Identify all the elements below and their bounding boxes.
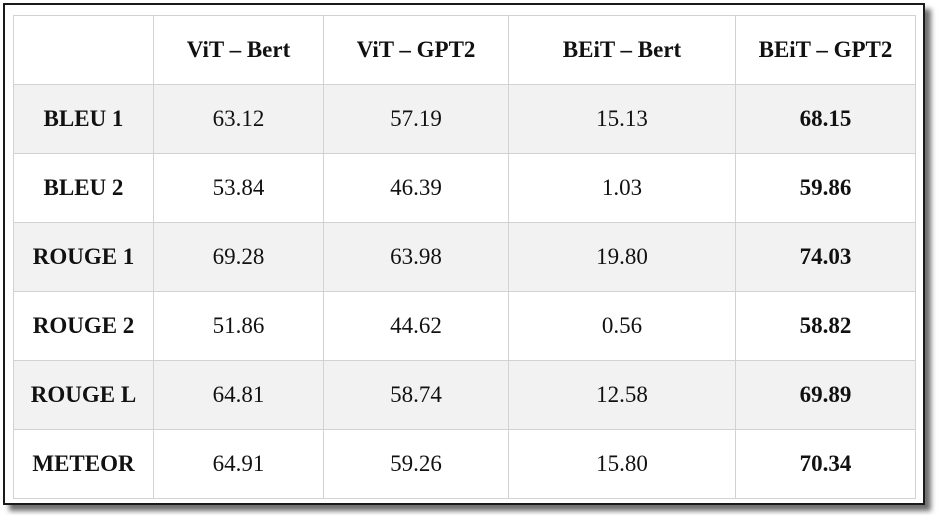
row-label: ROUGE 1 (13, 222, 154, 292)
table-cell: 12.58 (508, 360, 736, 430)
best-score-cell: 70.34 (735, 429, 916, 499)
results-table: ViT – Bert ViT – GPT2 BEiT – Bert BEiT –… (13, 15, 916, 499)
table-cell: 69.28 (153, 222, 324, 292)
row-label: BLEU 2 (13, 153, 154, 223)
column-header-beit-gpt2: BEiT – GPT2 (735, 15, 916, 85)
table-container: ViT – Bert ViT – GPT2 BEiT – Bert BEiT –… (13, 15, 916, 499)
column-header-beit-bert: BEiT – Bert (508, 15, 736, 85)
table-cell: 15.80 (508, 429, 736, 499)
table-cell: 15.13 (508, 84, 736, 154)
table-cell: 53.84 (153, 153, 324, 223)
corner-cell (13, 15, 154, 85)
row-label: BLEU 1 (13, 84, 154, 154)
best-score-cell: 74.03 (735, 222, 916, 292)
table-cell: 1.03 (508, 153, 736, 223)
table-row: METEOR 64.91 59.26 15.80 70.34 (13, 429, 916, 499)
table-cell: 64.91 (153, 429, 324, 499)
best-score-cell: 58.82 (735, 291, 916, 361)
table-cell: 51.86 (153, 291, 324, 361)
table-row: ROUGE L 64.81 58.74 12.58 69.89 (13, 360, 916, 430)
table-cell: 44.62 (323, 291, 509, 361)
table-row: ROUGE 1 69.28 63.98 19.80 74.03 (13, 222, 916, 292)
table-row: ROUGE 2 51.86 44.62 0.56 58.82 (13, 291, 916, 361)
table-cell: 63.12 (153, 84, 324, 154)
row-label: ROUGE 2 (13, 291, 154, 361)
table-cell: 63.98 (323, 222, 509, 292)
row-label: METEOR (13, 429, 154, 499)
table-cell: 19.80 (508, 222, 736, 292)
table-cell: 46.39 (323, 153, 509, 223)
header-row: ViT – Bert ViT – GPT2 BEiT – Bert BEiT –… (13, 15, 916, 85)
row-label: ROUGE L (13, 360, 154, 430)
best-score-cell: 59.86 (735, 153, 916, 223)
table-cell: 57.19 (323, 84, 509, 154)
table-row: BLEU 1 63.12 57.19 15.13 68.15 (13, 84, 916, 154)
best-score-cell: 68.15 (735, 84, 916, 154)
column-header-vit-gpt2: ViT – GPT2 (323, 15, 509, 85)
table-cell: 58.74 (323, 360, 509, 430)
table-cell: 0.56 (508, 291, 736, 361)
column-header-vit-bert: ViT – Bert (153, 15, 324, 85)
table-row: BLEU 2 53.84 46.39 1.03 59.86 (13, 153, 916, 223)
best-score-cell: 69.89 (735, 360, 916, 430)
table-cell: 64.81 (153, 360, 324, 430)
table-frame: ViT – Bert ViT – GPT2 BEiT – Bert BEiT –… (3, 3, 925, 505)
table-cell: 59.26 (323, 429, 509, 499)
